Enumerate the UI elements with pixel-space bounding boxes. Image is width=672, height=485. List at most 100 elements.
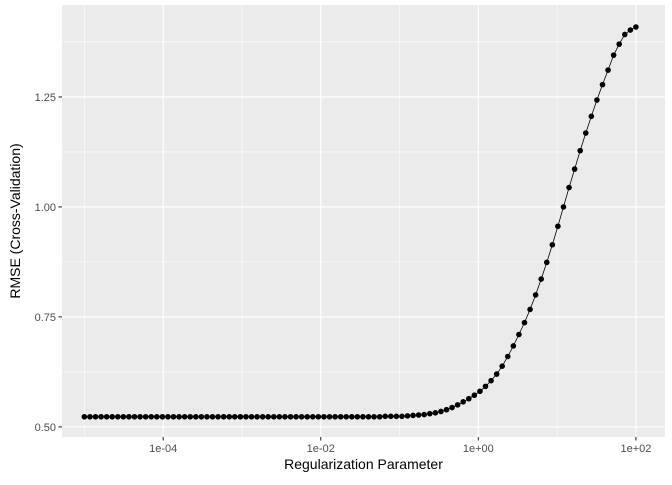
point bbox=[298, 413, 305, 420]
point bbox=[153, 413, 160, 420]
point bbox=[126, 413, 132, 420]
point bbox=[426, 410, 433, 417]
point bbox=[181, 413, 188, 420]
point bbox=[309, 413, 316, 420]
point bbox=[577, 147, 583, 154]
point bbox=[443, 406, 450, 413]
x-tick-label: 1e+00 bbox=[463, 443, 494, 455]
point bbox=[276, 413, 283, 420]
point bbox=[187, 413, 194, 420]
point bbox=[594, 97, 600, 103]
point bbox=[337, 413, 344, 420]
y-tick-label: 0.50 bbox=[35, 422, 56, 434]
point bbox=[103, 413, 110, 420]
point bbox=[627, 27, 634, 33]
point bbox=[365, 413, 372, 420]
point bbox=[527, 306, 533, 313]
point bbox=[137, 413, 143, 420]
point bbox=[354, 413, 361, 420]
point bbox=[555, 223, 561, 230]
point bbox=[521, 319, 528, 326]
y-tick-label: 0.75 bbox=[35, 312, 56, 324]
point bbox=[465, 395, 472, 402]
plot-panel bbox=[62, 5, 665, 437]
point bbox=[348, 413, 355, 420]
point bbox=[399, 413, 405, 420]
x-tick-label: 1e-04 bbox=[149, 443, 177, 455]
point bbox=[504, 353, 511, 360]
point bbox=[477, 388, 483, 395]
point bbox=[265, 413, 272, 420]
point bbox=[532, 292, 539, 298]
point bbox=[605, 67, 611, 73]
point bbox=[198, 413, 205, 420]
point bbox=[92, 413, 99, 420]
point bbox=[287, 413, 294, 420]
point bbox=[87, 413, 93, 420]
point bbox=[387, 413, 394, 420]
point bbox=[170, 413, 177, 420]
point bbox=[142, 413, 149, 420]
point bbox=[220, 413, 227, 420]
point bbox=[560, 204, 567, 210]
point bbox=[438, 408, 444, 415]
point bbox=[543, 259, 550, 266]
point bbox=[599, 81, 606, 88]
point bbox=[621, 31, 628, 38]
point bbox=[516, 331, 522, 338]
point bbox=[360, 413, 366, 420]
point bbox=[371, 413, 377, 420]
point bbox=[165, 413, 171, 420]
point bbox=[566, 184, 572, 191]
point bbox=[404, 413, 411, 419]
point bbox=[588, 113, 595, 120]
point bbox=[332, 413, 338, 420]
marks bbox=[81, 24, 639, 420]
point bbox=[148, 413, 155, 420]
point bbox=[493, 371, 500, 377]
y-tick-label: 1.00 bbox=[35, 202, 56, 214]
point bbox=[248, 413, 255, 420]
point bbox=[376, 413, 383, 420]
point bbox=[237, 413, 244, 420]
point bbox=[176, 413, 182, 420]
point bbox=[81, 413, 88, 420]
y-tick-label: 1.25 bbox=[35, 92, 56, 104]
point bbox=[270, 413, 277, 420]
point bbox=[159, 413, 166, 420]
point bbox=[204, 413, 210, 420]
x-tick-label: 1e-02 bbox=[307, 443, 335, 455]
grid bbox=[62, 5, 665, 437]
point bbox=[382, 413, 389, 420]
point bbox=[549, 241, 556, 248]
point bbox=[449, 404, 455, 411]
point bbox=[510, 343, 517, 349]
point bbox=[488, 377, 494, 384]
y-axis-title: RMSE (Cross-Validation) bbox=[7, 143, 23, 298]
point bbox=[293, 413, 299, 420]
point bbox=[471, 392, 478, 399]
point bbox=[315, 413, 322, 420]
point bbox=[482, 383, 489, 390]
point bbox=[410, 412, 416, 419]
point bbox=[120, 413, 127, 420]
point bbox=[616, 41, 622, 47]
point bbox=[326, 413, 333, 420]
point bbox=[460, 399, 467, 405]
point bbox=[499, 363, 506, 369]
point bbox=[571, 166, 578, 172]
point bbox=[321, 413, 327, 420]
point bbox=[209, 413, 216, 420]
point bbox=[131, 413, 138, 420]
point bbox=[98, 413, 104, 420]
point bbox=[415, 412, 422, 418]
point bbox=[231, 413, 238, 420]
point bbox=[259, 413, 266, 420]
point bbox=[343, 413, 350, 420]
x-axis-title: Regularization Parameter bbox=[284, 456, 443, 472]
point bbox=[421, 411, 428, 418]
point bbox=[226, 413, 233, 420]
point bbox=[254, 413, 260, 420]
